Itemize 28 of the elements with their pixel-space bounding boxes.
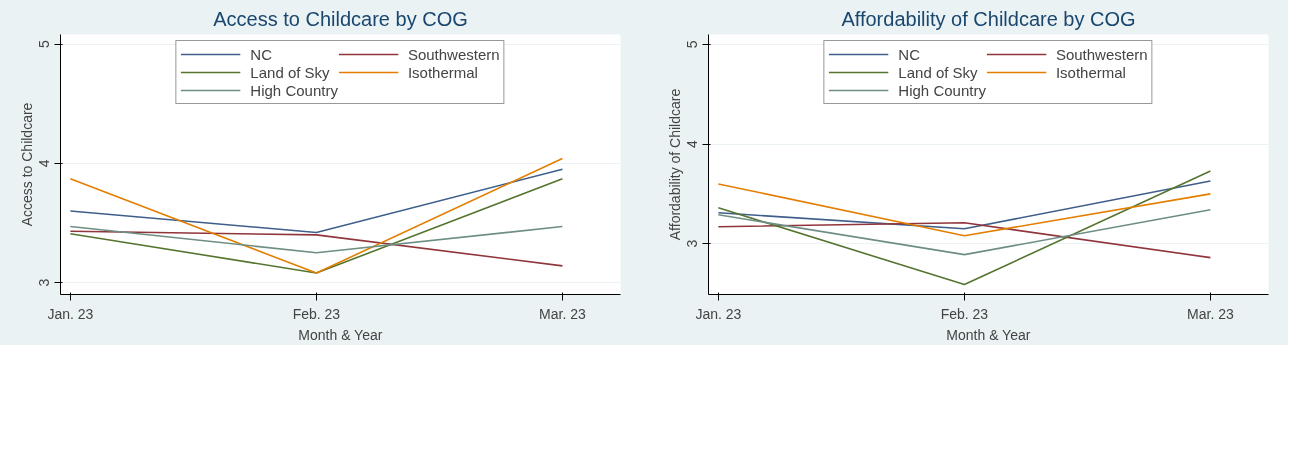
legend-label: High Country — [250, 81, 338, 99]
legend-label: Isothermal — [407, 63, 478, 81]
legend-label: NC — [250, 45, 273, 63]
x-tick-label: Feb. 23 — [292, 305, 341, 322]
x-tick-label: Mar. 23 — [1187, 305, 1234, 322]
chart-title: Affordability of Childcare by COG — [841, 7, 1136, 30]
y-tick-label: 4 — [36, 159, 53, 168]
legend-label: Southwestern — [1055, 45, 1148, 63]
y-tick-label: 5 — [36, 39, 53, 48]
y-tick-label: 4 — [684, 139, 701, 148]
x-tick-label: Feb. 23 — [940, 305, 989, 322]
legend-label: Land of Sky — [898, 63, 978, 81]
x-tick-label: Mar. 23 — [539, 305, 586, 322]
legend-label: Land of Sky — [250, 63, 330, 81]
y-tick-label: 3 — [36, 278, 53, 287]
x-tick-label: Jan. 23 — [695, 305, 742, 322]
legend-label: High Country — [898, 81, 986, 99]
chart-title: Access to Childcare by COG — [213, 7, 468, 30]
y-axis-title: Affordability of Childcare — [666, 88, 683, 241]
legend-label: NC — [898, 45, 921, 63]
y-tick-label: 5 — [684, 40, 701, 49]
legend-label: Southwestern — [407, 45, 500, 63]
x-axis-title: Month & Year — [946, 326, 1031, 343]
x-axis-title: Month & Year — [298, 326, 383, 343]
y-tick-label: 3 — [684, 239, 701, 248]
y-axis-title: Access to Childcare — [18, 102, 35, 227]
x-tick-label: Jan. 23 — [47, 305, 94, 322]
legend-label: Isothermal — [1055, 63, 1126, 81]
